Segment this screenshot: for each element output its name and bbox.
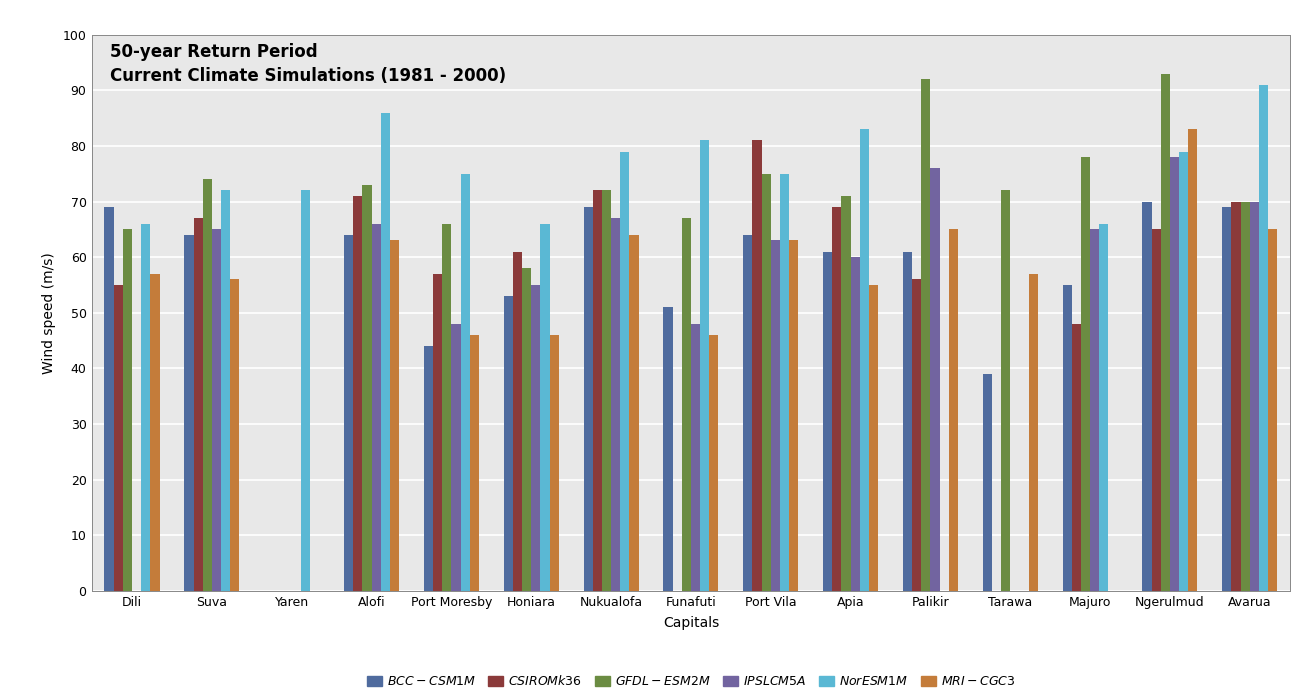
Bar xyxy=(583,207,592,591)
Bar xyxy=(1250,202,1259,591)
Bar xyxy=(841,196,850,591)
Bar xyxy=(122,229,132,591)
Bar xyxy=(753,140,762,591)
Bar xyxy=(850,257,859,591)
Bar xyxy=(921,79,930,591)
Bar xyxy=(709,335,719,591)
Bar xyxy=(343,235,353,591)
Bar xyxy=(141,224,150,591)
Bar xyxy=(762,174,771,591)
Legend: $\it{BCC-CSM1M}$, $\it{CSIROMk36}$, $\it{GFDL-ESM2M}$, $\it{IPSLCM5A}$, $\it{Nor: $\it{BCC-CSM1M}$, $\it{CSIROMk36}$, $\it… xyxy=(362,669,1020,694)
Bar xyxy=(592,190,601,591)
Bar xyxy=(433,274,442,591)
Bar xyxy=(1099,224,1108,591)
Bar xyxy=(611,218,620,591)
Bar xyxy=(230,279,240,591)
Bar xyxy=(1142,202,1152,591)
Bar xyxy=(859,129,869,591)
Bar xyxy=(532,285,541,591)
X-axis label: Capitals: Capitals xyxy=(663,616,719,630)
Bar xyxy=(1223,207,1232,591)
Bar xyxy=(903,252,912,591)
Bar xyxy=(193,218,203,591)
Bar xyxy=(390,240,399,591)
Bar xyxy=(1090,229,1099,591)
Bar xyxy=(104,207,113,591)
Bar xyxy=(869,285,878,591)
Bar xyxy=(601,190,611,591)
Bar xyxy=(1080,157,1090,591)
Bar xyxy=(221,190,230,591)
Bar xyxy=(832,207,841,591)
Bar xyxy=(790,240,799,591)
Bar xyxy=(184,235,193,591)
Bar xyxy=(744,235,753,591)
Bar xyxy=(371,224,380,591)
Bar xyxy=(424,346,433,591)
Bar xyxy=(1071,324,1080,591)
Y-axis label: Wind speed (m/s): Wind speed (m/s) xyxy=(42,252,55,374)
Bar xyxy=(353,196,362,591)
Bar xyxy=(380,113,390,591)
Bar xyxy=(504,296,513,591)
Bar xyxy=(1062,285,1071,591)
Bar xyxy=(301,190,311,591)
Bar xyxy=(822,252,832,591)
Bar xyxy=(780,174,790,591)
Bar xyxy=(362,185,371,591)
Bar xyxy=(1029,274,1038,591)
Bar xyxy=(1232,202,1241,591)
Bar xyxy=(470,335,479,591)
Bar xyxy=(1161,74,1170,591)
Bar xyxy=(691,324,700,591)
Bar xyxy=(451,324,461,591)
Bar xyxy=(203,179,212,591)
Bar xyxy=(513,252,522,591)
Bar xyxy=(930,168,940,591)
Bar xyxy=(771,240,780,591)
Bar xyxy=(1152,229,1161,591)
Bar xyxy=(461,174,470,591)
Bar xyxy=(1241,202,1250,591)
Bar xyxy=(1269,229,1278,591)
Bar xyxy=(663,307,672,591)
Bar xyxy=(682,218,691,591)
Bar xyxy=(1188,129,1198,591)
Bar xyxy=(1259,85,1269,591)
Bar xyxy=(550,335,559,591)
Bar xyxy=(442,224,451,591)
Bar xyxy=(620,152,629,591)
Bar xyxy=(1001,190,1011,591)
Bar xyxy=(912,279,921,591)
Bar xyxy=(1179,152,1188,591)
Bar xyxy=(949,229,958,591)
Bar xyxy=(629,235,638,591)
Bar xyxy=(113,285,122,591)
Bar xyxy=(1170,157,1179,591)
Bar xyxy=(150,274,159,591)
Bar xyxy=(212,229,221,591)
Bar xyxy=(700,140,709,591)
Text: 50-year Return Period
Current Climate Simulations (1981 - 2000): 50-year Return Period Current Climate Si… xyxy=(111,43,507,85)
Bar xyxy=(522,268,532,591)
Bar xyxy=(541,224,550,591)
Bar xyxy=(983,374,992,591)
